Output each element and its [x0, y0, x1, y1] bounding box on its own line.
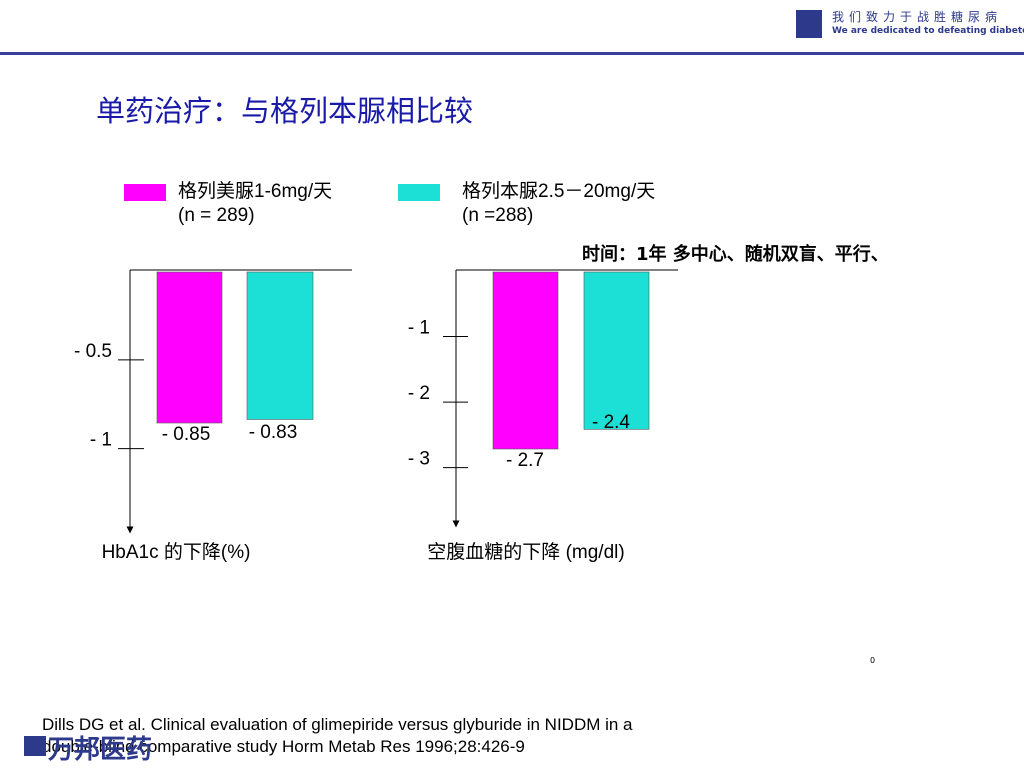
legend-n: (n =288) [462, 205, 534, 226]
citation-line-2: double-blind comparative study Horm Meta… [42, 737, 525, 756]
y-tick-label: - 0.5 [74, 341, 112, 362]
data-label: - 0.85 [162, 424, 211, 445]
data-label: - 2.4 [592, 412, 630, 433]
header-slogan-cn: 我们致力于战胜糖尿病 [832, 10, 1003, 24]
header-divider [0, 52, 1024, 55]
legend-label: 格列本脲2.5－20mg/天 [462, 181, 656, 202]
y-tick-label: - 2 [408, 383, 430, 404]
legend-label: 格列美脲1-6mg/天 [178, 181, 333, 202]
data-label: - 0.83 [249, 422, 298, 443]
legend-swatch-glyburide [398, 184, 440, 201]
bar [583, 271, 650, 430]
y-tick-label: - 1 [90, 430, 112, 451]
study-design-note: 时间：1年 多中心、随机双盲、平行、 [582, 244, 889, 265]
bar [492, 271, 559, 450]
x-axis-label: 空腹血糖的下降 (mg/dl) [427, 541, 624, 563]
header-slogan-en: We are dedicated to defeating diabetes [832, 26, 1024, 36]
legend-item-glimepiride: 格列美脲1-6mg/天 (n = 289) [178, 180, 332, 228]
company-logo-icon [796, 10, 822, 38]
legend-item-glyburide: 格列本脲2.5－20mg/天 (n =288) [462, 180, 655, 228]
legend-n: (n = 289) [178, 205, 255, 226]
citation: Dills DG et al. Clinical evaluation of g… [42, 714, 633, 758]
chart-fpg: - 1 - 2 - 3 - 2.7 - 2.4 空腹血糖的下降 (mg/dl) [408, 269, 678, 563]
bar [156, 271, 223, 424]
citation-line-1: Dills DG et al. Clinical evaluation of g… [42, 715, 633, 734]
bottom-logo-icon [24, 736, 46, 756]
small-note: 0 [870, 656, 876, 665]
data-label: - 2.7 [506, 450, 544, 471]
legend-swatch-glimepiride [124, 184, 166, 201]
x-axis-label: HbA1c 的下降(%) [102, 541, 251, 563]
chart-hba1c: - 0.5 - 1 - 0.85 - 0.83 HbA1c 的下降(%) [74, 269, 352, 563]
bar [246, 271, 314, 420]
bottom-logo-text: 万邦医药 [48, 735, 153, 765]
slide-title: 单药治疗：与格列本脲相比较 [96, 94, 474, 128]
y-tick-label: - 1 [408, 318, 430, 339]
y-tick-label: - 3 [408, 449, 430, 470]
